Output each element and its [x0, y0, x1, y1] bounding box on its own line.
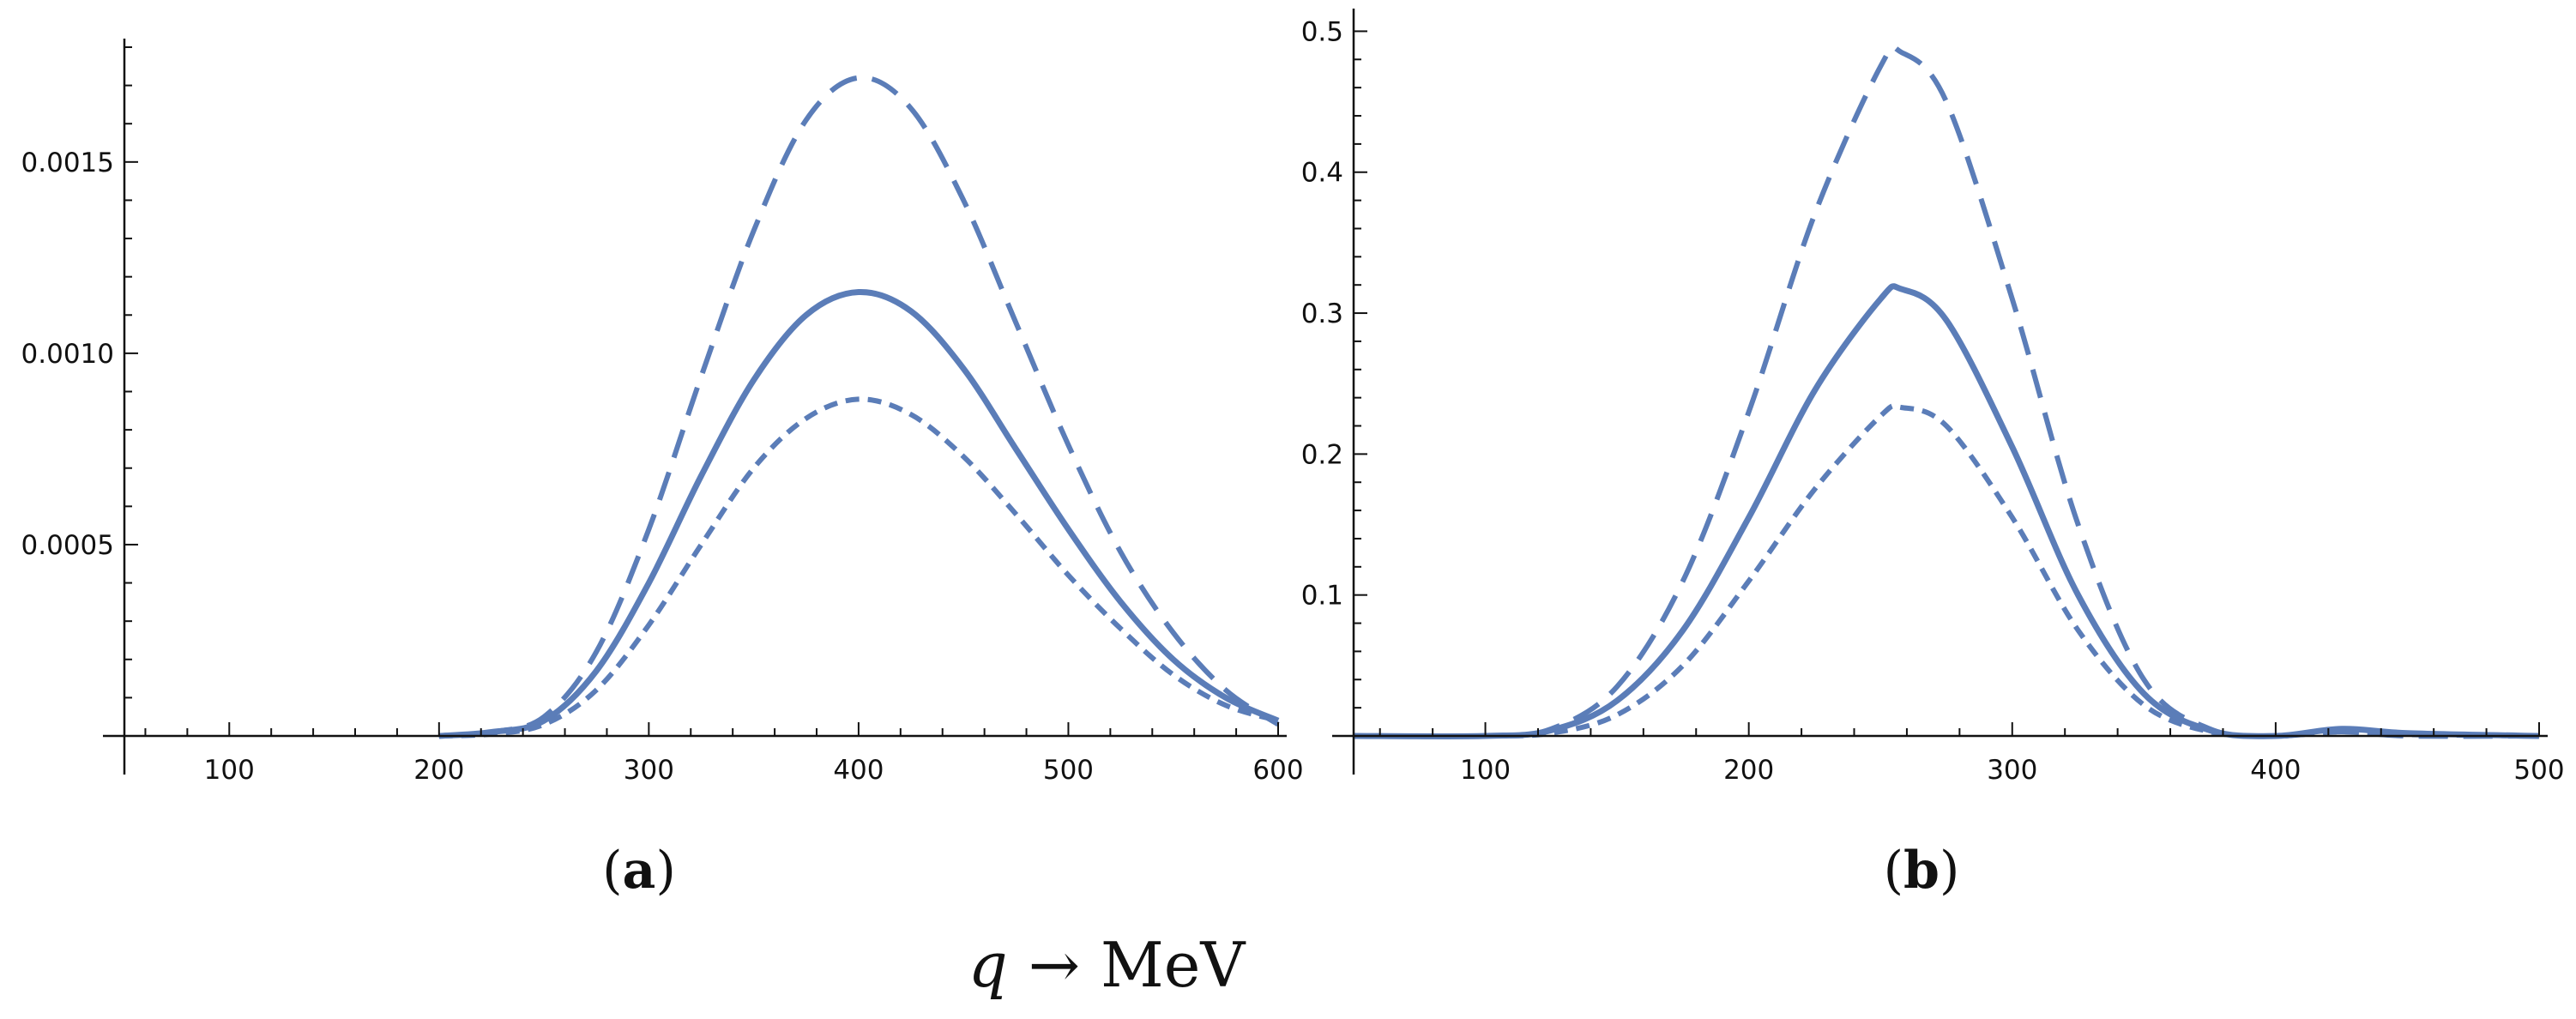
x-tick-label-b: 200	[1723, 755, 1774, 786]
series-long-dashed-line-b	[1353, 44, 2540, 739]
panel-label-a-text: a	[623, 841, 656, 901]
y-tick-label-b: 0.3	[1301, 298, 1343, 329]
x-tick-label-b: 500	[2513, 755, 2564, 786]
x-tick-label-b: 100	[1460, 755, 1511, 786]
panel-label-a: (a)	[602, 841, 676, 901]
panel-label-b: (b)	[1884, 841, 1960, 901]
y-tick-label-a: 0.0005	[21, 530, 114, 561]
y-tick-label-b: 0.1	[1301, 581, 1343, 612]
x-tick-label-a: 400	[833, 755, 884, 786]
chart-panel-a: 100 200 300 400 500 600 0.0005 0.0010 0.0015	[21, 39, 1304, 786]
x-tick-label-a: 500	[1043, 755, 1094, 786]
x-axis-label: q → MeV	[968, 929, 1247, 1001]
x-tick-label-a: 200	[413, 755, 464, 786]
series-long-dashed-line-a	[438, 75, 1280, 739]
y-tick-label-b: 0.2	[1301, 439, 1343, 470]
panel-label-b-text: b	[1903, 841, 1940, 901]
x-tick-label-a: 100	[204, 755, 255, 786]
x-tick-label-b: 300	[1987, 755, 2037, 786]
y-tick-label-b: 0.5	[1301, 16, 1343, 47]
x-tick-label-a: 300	[624, 755, 674, 786]
series-short-dashed-line-b	[1353, 403, 2540, 739]
x-tick-label-b: 400	[2250, 755, 2301, 786]
x-axis-arrow: →	[1029, 929, 1080, 1001]
y-tick-label-a: 0.0015	[21, 148, 114, 178]
y-tick-label-a: 0.0010	[21, 339, 114, 370]
x-axis-variable: q	[968, 929, 1008, 1001]
series-solid-line-a	[438, 288, 1280, 739]
x-tick-label-a: 600	[1252, 755, 1303, 786]
series-short-dashed-line-a	[438, 396, 1279, 739]
x-axis-unit: MeV	[1101, 929, 1246, 1001]
series-solid-line-b	[1353, 283, 2540, 739]
chart-panel-b: 100 200 300 400 500 0.1 0.2 0.3 0.4 0.5	[1301, 9, 2565, 786]
y-tick-label-b: 0.4	[1301, 158, 1343, 189]
